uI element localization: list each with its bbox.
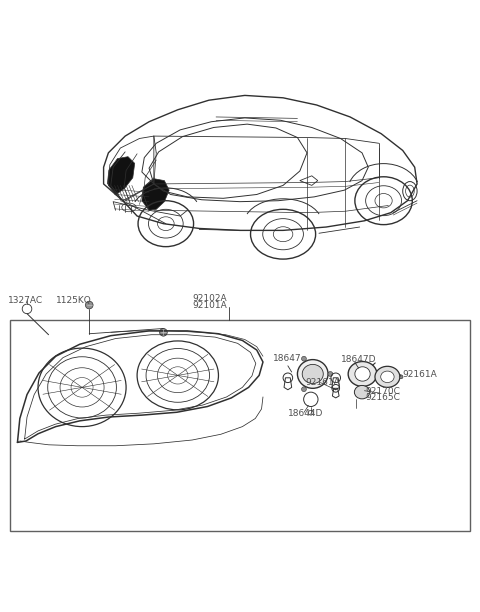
- Text: 1125KQ: 1125KQ: [56, 296, 92, 305]
- Polygon shape: [142, 179, 169, 211]
- Text: 92101A: 92101A: [192, 302, 227, 310]
- Ellipse shape: [354, 386, 370, 399]
- Ellipse shape: [298, 360, 328, 389]
- Text: 18647: 18647: [273, 354, 301, 363]
- Text: 18647D: 18647D: [340, 355, 376, 364]
- Ellipse shape: [348, 362, 377, 386]
- Circle shape: [159, 329, 167, 336]
- Text: 92102A: 92102A: [192, 294, 227, 304]
- Text: 92170C: 92170C: [365, 387, 400, 396]
- Circle shape: [85, 301, 93, 309]
- Circle shape: [301, 387, 306, 392]
- Text: 92161A: 92161A: [305, 378, 340, 387]
- Text: 92165C: 92165C: [365, 394, 400, 403]
- Text: 1327AC: 1327AC: [8, 296, 43, 305]
- Circle shape: [328, 371, 333, 376]
- Circle shape: [301, 356, 306, 361]
- Ellipse shape: [381, 371, 394, 382]
- Text: 92161A: 92161A: [403, 370, 437, 379]
- Ellipse shape: [375, 367, 400, 387]
- Bar: [10, 320, 470, 531]
- Circle shape: [399, 375, 403, 379]
- Text: 18644D: 18644D: [288, 409, 323, 418]
- Polygon shape: [108, 157, 135, 195]
- Ellipse shape: [302, 364, 323, 384]
- Ellipse shape: [355, 367, 370, 381]
